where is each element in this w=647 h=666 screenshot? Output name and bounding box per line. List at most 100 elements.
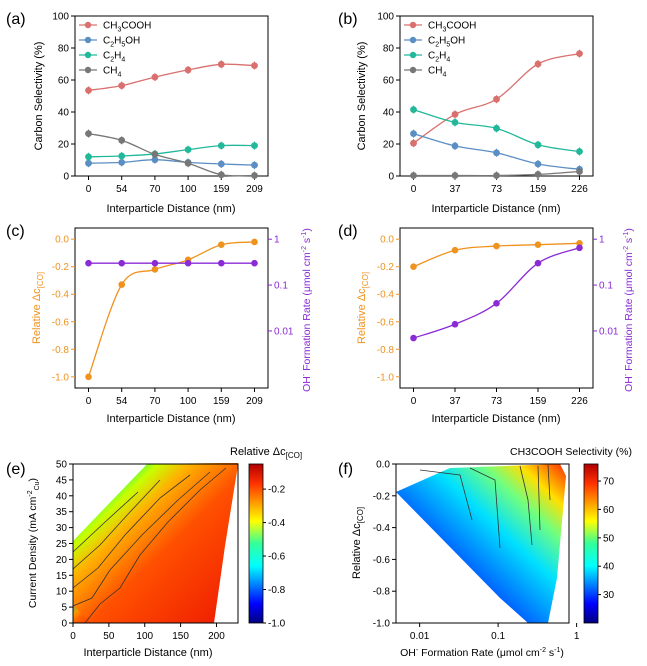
x-axis-label: Interparticle Distance (nm) xyxy=(432,413,561,425)
legend-entry-text: C xyxy=(428,36,435,47)
x-tick-label: 54 xyxy=(116,184,128,195)
y-axis-label-left: Relative Δc[CO] xyxy=(356,272,370,344)
x-axis-ticks: 0 37 73 159 226 xyxy=(411,176,588,195)
data-point xyxy=(217,160,225,168)
y-tick-label: -0.8 xyxy=(373,587,391,598)
panel-label-d: (d) xyxy=(338,223,358,240)
panel-label-a: (a) xyxy=(6,11,26,28)
colorbar-tick-label: 40 xyxy=(603,562,615,573)
contour-line xyxy=(72,479,161,570)
x-tick-label: 159 xyxy=(530,396,547,407)
y-tick-label: -0.6 xyxy=(52,317,70,328)
legend-swatch-marker xyxy=(409,36,417,44)
data-point xyxy=(217,171,225,179)
legend-entry-text: C xyxy=(103,36,110,47)
panel-c: -1.0 -0.8 -0.6 -0.4 -0.2 0.0 0.01 0.1 1 0 54 70 10… xyxy=(31,227,313,425)
legend-entry-text: C xyxy=(428,51,435,62)
y-axis-ticks: -1.0 -0.8 -0.6 -0.4 -0.2 0.0 xyxy=(373,460,396,630)
x-tick-label: 73 xyxy=(491,184,503,195)
data-point xyxy=(85,130,92,138)
y-tick-label: 0.01 xyxy=(599,326,619,337)
x-axis-ticks: 0 54 70 100 159 209 xyxy=(86,388,263,407)
legend-entry-sub: 2 xyxy=(110,42,114,49)
colorbar-ticks: -1.0 -0.8 -0.6 -0.4 -0.2 xyxy=(263,485,286,630)
data-point xyxy=(451,172,459,179)
y-tick-label: -0.4 xyxy=(377,290,395,301)
legend-entry-text: H xyxy=(439,36,446,47)
y-tick-label: 25 xyxy=(56,539,68,550)
y-tick-label: 60 xyxy=(58,76,70,87)
y-tick-label: -0.8 xyxy=(377,345,395,356)
legend-entry-text: H xyxy=(439,51,446,62)
data-point xyxy=(410,139,417,147)
series-group xyxy=(410,49,583,180)
colorbar-tick-label: 60 xyxy=(603,505,615,516)
data-point xyxy=(118,281,126,288)
y-axis-label: Current Density (mA cm-2Cu) xyxy=(27,478,41,608)
legend-swatch-marker xyxy=(84,36,92,44)
data-point xyxy=(451,142,459,150)
legend-entry-text: C xyxy=(103,51,110,62)
data-point xyxy=(451,119,459,126)
data-point xyxy=(410,263,417,271)
data-point xyxy=(534,160,542,168)
y-axis-ticks-right: 0.01 0.1 1 xyxy=(268,235,294,337)
x-tick-label: 209 xyxy=(246,184,263,195)
data-point xyxy=(493,300,500,307)
data-point xyxy=(151,266,159,273)
contour-line xyxy=(537,465,541,531)
y-tick-label: 0.01 xyxy=(274,326,294,337)
data-point xyxy=(151,259,159,267)
data-point xyxy=(576,168,583,175)
y-axis-label-left-main: Relative Δc xyxy=(31,288,43,344)
data-point xyxy=(534,60,542,68)
y-tick-label: -0.6 xyxy=(373,555,391,566)
panel-label-c: (c) xyxy=(6,223,25,240)
y-tick-label: 40 xyxy=(383,108,395,119)
legend-entry: C2H4 xyxy=(103,51,125,64)
x-tick-label: 1 xyxy=(574,631,580,642)
legend-entry-text: OH xyxy=(125,36,140,47)
colorbar-tick-label: 50 xyxy=(603,533,615,544)
y-tick-label: 20 xyxy=(383,140,395,151)
y-tick-label: 45 xyxy=(56,475,68,486)
series-group xyxy=(85,60,258,180)
y-tick-label: 10 xyxy=(56,587,68,598)
colorbar-title: CH3COOH Selectivity (%) xyxy=(510,446,632,458)
x-tick-label: 150 xyxy=(172,631,189,642)
data-point xyxy=(118,152,126,160)
contour-line xyxy=(469,467,501,549)
legend-entry-sub: 3 xyxy=(442,27,446,34)
x-axis-ticks: 0 50 100 150 200 xyxy=(70,623,225,642)
x-tick-label: 37 xyxy=(449,184,461,195)
x-axis-ticks: 0 37 73 159 226 xyxy=(411,388,588,407)
y-tick-label: 0 xyxy=(388,172,394,183)
contour-line xyxy=(72,471,211,607)
contour-lines xyxy=(72,467,227,624)
panel-label-f: (f) xyxy=(338,461,353,478)
y-tick-label: 15 xyxy=(56,571,68,582)
x-tick-label: 100 xyxy=(180,184,197,195)
y-tick-label: -1.0 xyxy=(373,619,391,630)
colorbar-title-sub: [CO] xyxy=(286,451,302,460)
y-axis-label-sub: [CO] xyxy=(356,507,365,523)
legend-entry-text: CH xyxy=(428,21,442,32)
data-point xyxy=(576,148,583,155)
y-axis-label: Relative Δc[CO] xyxy=(351,507,365,579)
data-point xyxy=(534,259,542,267)
y-tick-label: -1.0 xyxy=(52,372,70,383)
data-point xyxy=(85,87,92,94)
panel-b: 0 20 40 60 80 100 0 37 73 159 226 Interparticle D… xyxy=(356,12,594,215)
x-tick-label: 50 xyxy=(103,631,115,642)
colorbar-title: Relative Δc[CO] xyxy=(230,446,302,460)
y-tick-label: 0 xyxy=(63,172,69,183)
x-axis-ticks: 0 54 70 100 159 209 xyxy=(86,176,263,195)
contour-lines xyxy=(419,464,551,549)
panel-d: -1.0 -0.8 -0.6 -0.4 -0.2 0.0 0.01 0.1 1 0 37 73 15… xyxy=(356,227,635,425)
y-tick-label: 60 xyxy=(383,76,395,87)
y-axis-label: Carbon Selectivity (%) xyxy=(356,42,368,151)
plot-frame xyxy=(74,15,269,177)
y-tick-label: 0 xyxy=(61,619,67,630)
y-tick-label: 0.1 xyxy=(599,281,613,292)
